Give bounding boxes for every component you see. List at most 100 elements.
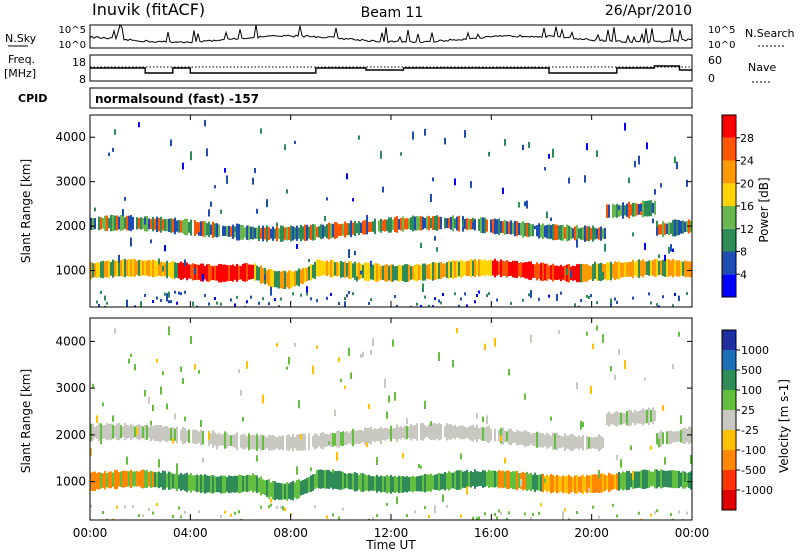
power-colorbar-tick-label: 28 xyxy=(740,132,754,145)
rti-cell xyxy=(558,435,560,449)
rti-cell xyxy=(158,471,160,489)
rti-cell xyxy=(96,473,98,489)
rti-cell xyxy=(258,301,260,305)
rti-cell xyxy=(220,475,222,494)
rti-cell xyxy=(634,262,636,276)
rti-cell xyxy=(338,262,340,277)
rti-cell xyxy=(120,215,122,231)
x-tick-label: 00:00 xyxy=(675,526,710,540)
rti-cell xyxy=(330,471,332,488)
rti-cell xyxy=(116,215,118,231)
rti-cell xyxy=(184,510,186,514)
rti-cell xyxy=(622,262,624,277)
rti-cell xyxy=(640,204,642,212)
rti-cell xyxy=(172,473,174,489)
rti-cell xyxy=(330,259,332,278)
rti-cell xyxy=(176,463,178,473)
rti-cell xyxy=(190,219,192,236)
rti-cell xyxy=(682,428,684,444)
rti-cell xyxy=(472,516,474,520)
rti-cell xyxy=(438,299,440,303)
rti-cell xyxy=(678,470,680,489)
rti-cell xyxy=(370,349,372,355)
rti-cell xyxy=(144,260,146,276)
rti-cell xyxy=(590,437,592,449)
rti-cell xyxy=(512,471,514,490)
velocity-colorbar-swatch xyxy=(722,330,736,350)
rti-cell xyxy=(466,304,468,307)
rti-cell xyxy=(382,428,384,441)
rti-cell xyxy=(686,473,688,488)
rti-cell xyxy=(686,429,688,442)
rti-cell xyxy=(614,411,616,426)
rti-cell xyxy=(412,425,414,439)
rti-cell xyxy=(684,471,686,489)
rti-cell xyxy=(186,218,188,236)
rti-cell xyxy=(218,476,220,493)
rti-cell xyxy=(582,434,584,451)
rti-cell xyxy=(136,260,138,275)
rti-cell xyxy=(276,271,278,288)
rti-cell xyxy=(644,469,646,489)
rti-cell xyxy=(170,218,172,233)
rti-cell xyxy=(486,219,488,232)
velocity-heatmap xyxy=(90,325,692,520)
rti-cell xyxy=(138,514,140,518)
rti-cell xyxy=(544,476,546,491)
rti-cell xyxy=(240,224,242,240)
rti-cell xyxy=(592,505,594,509)
rti-cell xyxy=(506,517,508,520)
rti-cell xyxy=(590,294,592,298)
rti-cell xyxy=(242,475,244,492)
rti-cell xyxy=(376,474,378,493)
rti-cell xyxy=(202,221,204,237)
rti-cell xyxy=(440,423,442,440)
rti-cell xyxy=(302,226,304,240)
rti-cell xyxy=(190,264,192,279)
rti-cell xyxy=(208,221,210,238)
nsky-tick-bottom: 10^0 xyxy=(59,40,86,51)
x-tick-label: 20:00 xyxy=(574,526,609,540)
rti-cell xyxy=(140,470,142,488)
rti-cell xyxy=(276,225,278,242)
rti-cell xyxy=(382,265,384,281)
rti-cell xyxy=(130,469,132,489)
rti-cell xyxy=(464,471,466,489)
rti-cell xyxy=(542,262,544,282)
rti-cell xyxy=(320,260,322,276)
rti-cell xyxy=(674,219,676,237)
rti-cell xyxy=(484,343,486,351)
rti-cell xyxy=(466,427,468,438)
rti-cell xyxy=(324,216,326,222)
rti-cell xyxy=(576,511,578,515)
rti-cell xyxy=(180,429,182,441)
rti-cell xyxy=(246,361,248,369)
rti-cell xyxy=(230,435,232,446)
rti-cell xyxy=(430,421,432,426)
rti-cell xyxy=(680,415,682,424)
rti-cell xyxy=(538,511,540,515)
rti-cell xyxy=(584,175,586,183)
rti-cell xyxy=(334,409,336,417)
rti-cell xyxy=(480,217,482,233)
rti-cell xyxy=(174,428,176,441)
rti-cell xyxy=(276,222,278,227)
rti-cell xyxy=(324,226,326,237)
rti-cell xyxy=(664,470,666,488)
rti-cell xyxy=(454,260,456,278)
rti-cell xyxy=(350,261,352,280)
rti-cell xyxy=(308,476,310,493)
rti-cell xyxy=(196,474,198,493)
rti-cell xyxy=(178,262,180,279)
rti-cell xyxy=(284,144,286,151)
rti-cell xyxy=(604,264,606,279)
rti-cell xyxy=(142,514,144,518)
rti-cell xyxy=(102,402,104,407)
rti-cell xyxy=(318,469,320,489)
rti-cell xyxy=(538,297,540,301)
rti-cell xyxy=(350,473,352,490)
rti-cell xyxy=(470,219,472,230)
rti-cell xyxy=(384,378,386,388)
rti-cell xyxy=(268,479,270,499)
rti-cell xyxy=(268,505,270,509)
